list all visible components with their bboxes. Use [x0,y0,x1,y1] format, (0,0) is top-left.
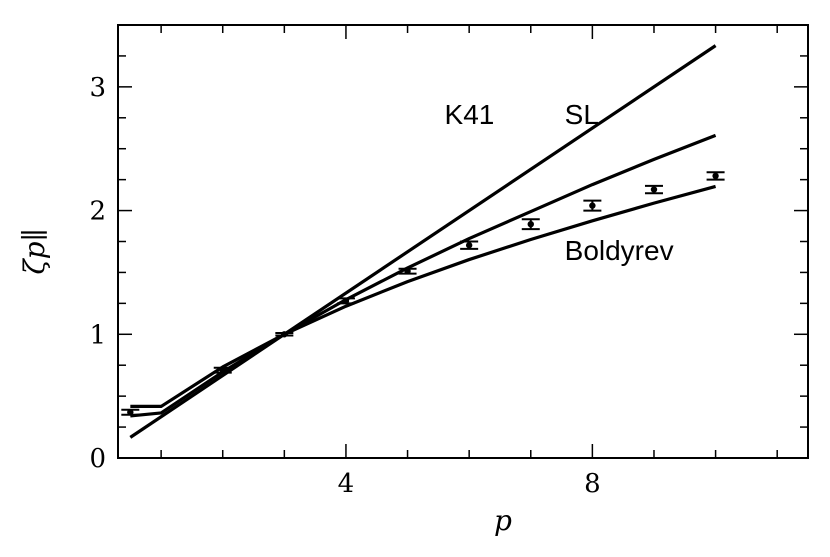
label-sl: SL [565,99,599,130]
y-tick-label: 0 [89,444,106,474]
data-point [706,171,725,181]
y-tick-label: 2 [89,197,106,227]
point-marker [219,366,226,374]
point-marker [589,202,596,209]
series-line-boldyrev [130,184,717,409]
x-tick-label: 4 [338,469,355,499]
y-tick-label: 3 [89,73,106,103]
point-marker [465,242,473,249]
data-point [121,408,140,416]
x-axis-label: p [494,504,512,537]
label-boldyrev: Boldyrev [565,235,674,266]
data-point [521,218,540,231]
point-marker [404,267,411,275]
curve-annotations: K41 SL Boldyrev [445,99,674,266]
data-point [213,366,232,374]
point-marker [127,409,134,416]
y-tick-label: 1 [89,320,106,350]
data-point [460,240,479,250]
plot-frame [117,24,809,459]
point-marker [281,331,288,338]
data-point [336,297,355,305]
data-point [398,267,417,275]
label-k41: K41 [445,99,495,130]
point-marker [527,220,534,228]
point-marker [342,297,350,305]
data-point [644,184,663,195]
point-marker [650,186,658,193]
measurement-points [121,171,725,416]
x-tick-label: 8 [584,469,601,499]
data-point [275,331,294,338]
tick-labels: 4 8 0 1 2 3 [89,73,600,499]
point-marker [712,172,719,180]
y-axis-label: ζp∥ [18,228,51,274]
data-point [583,199,602,212]
